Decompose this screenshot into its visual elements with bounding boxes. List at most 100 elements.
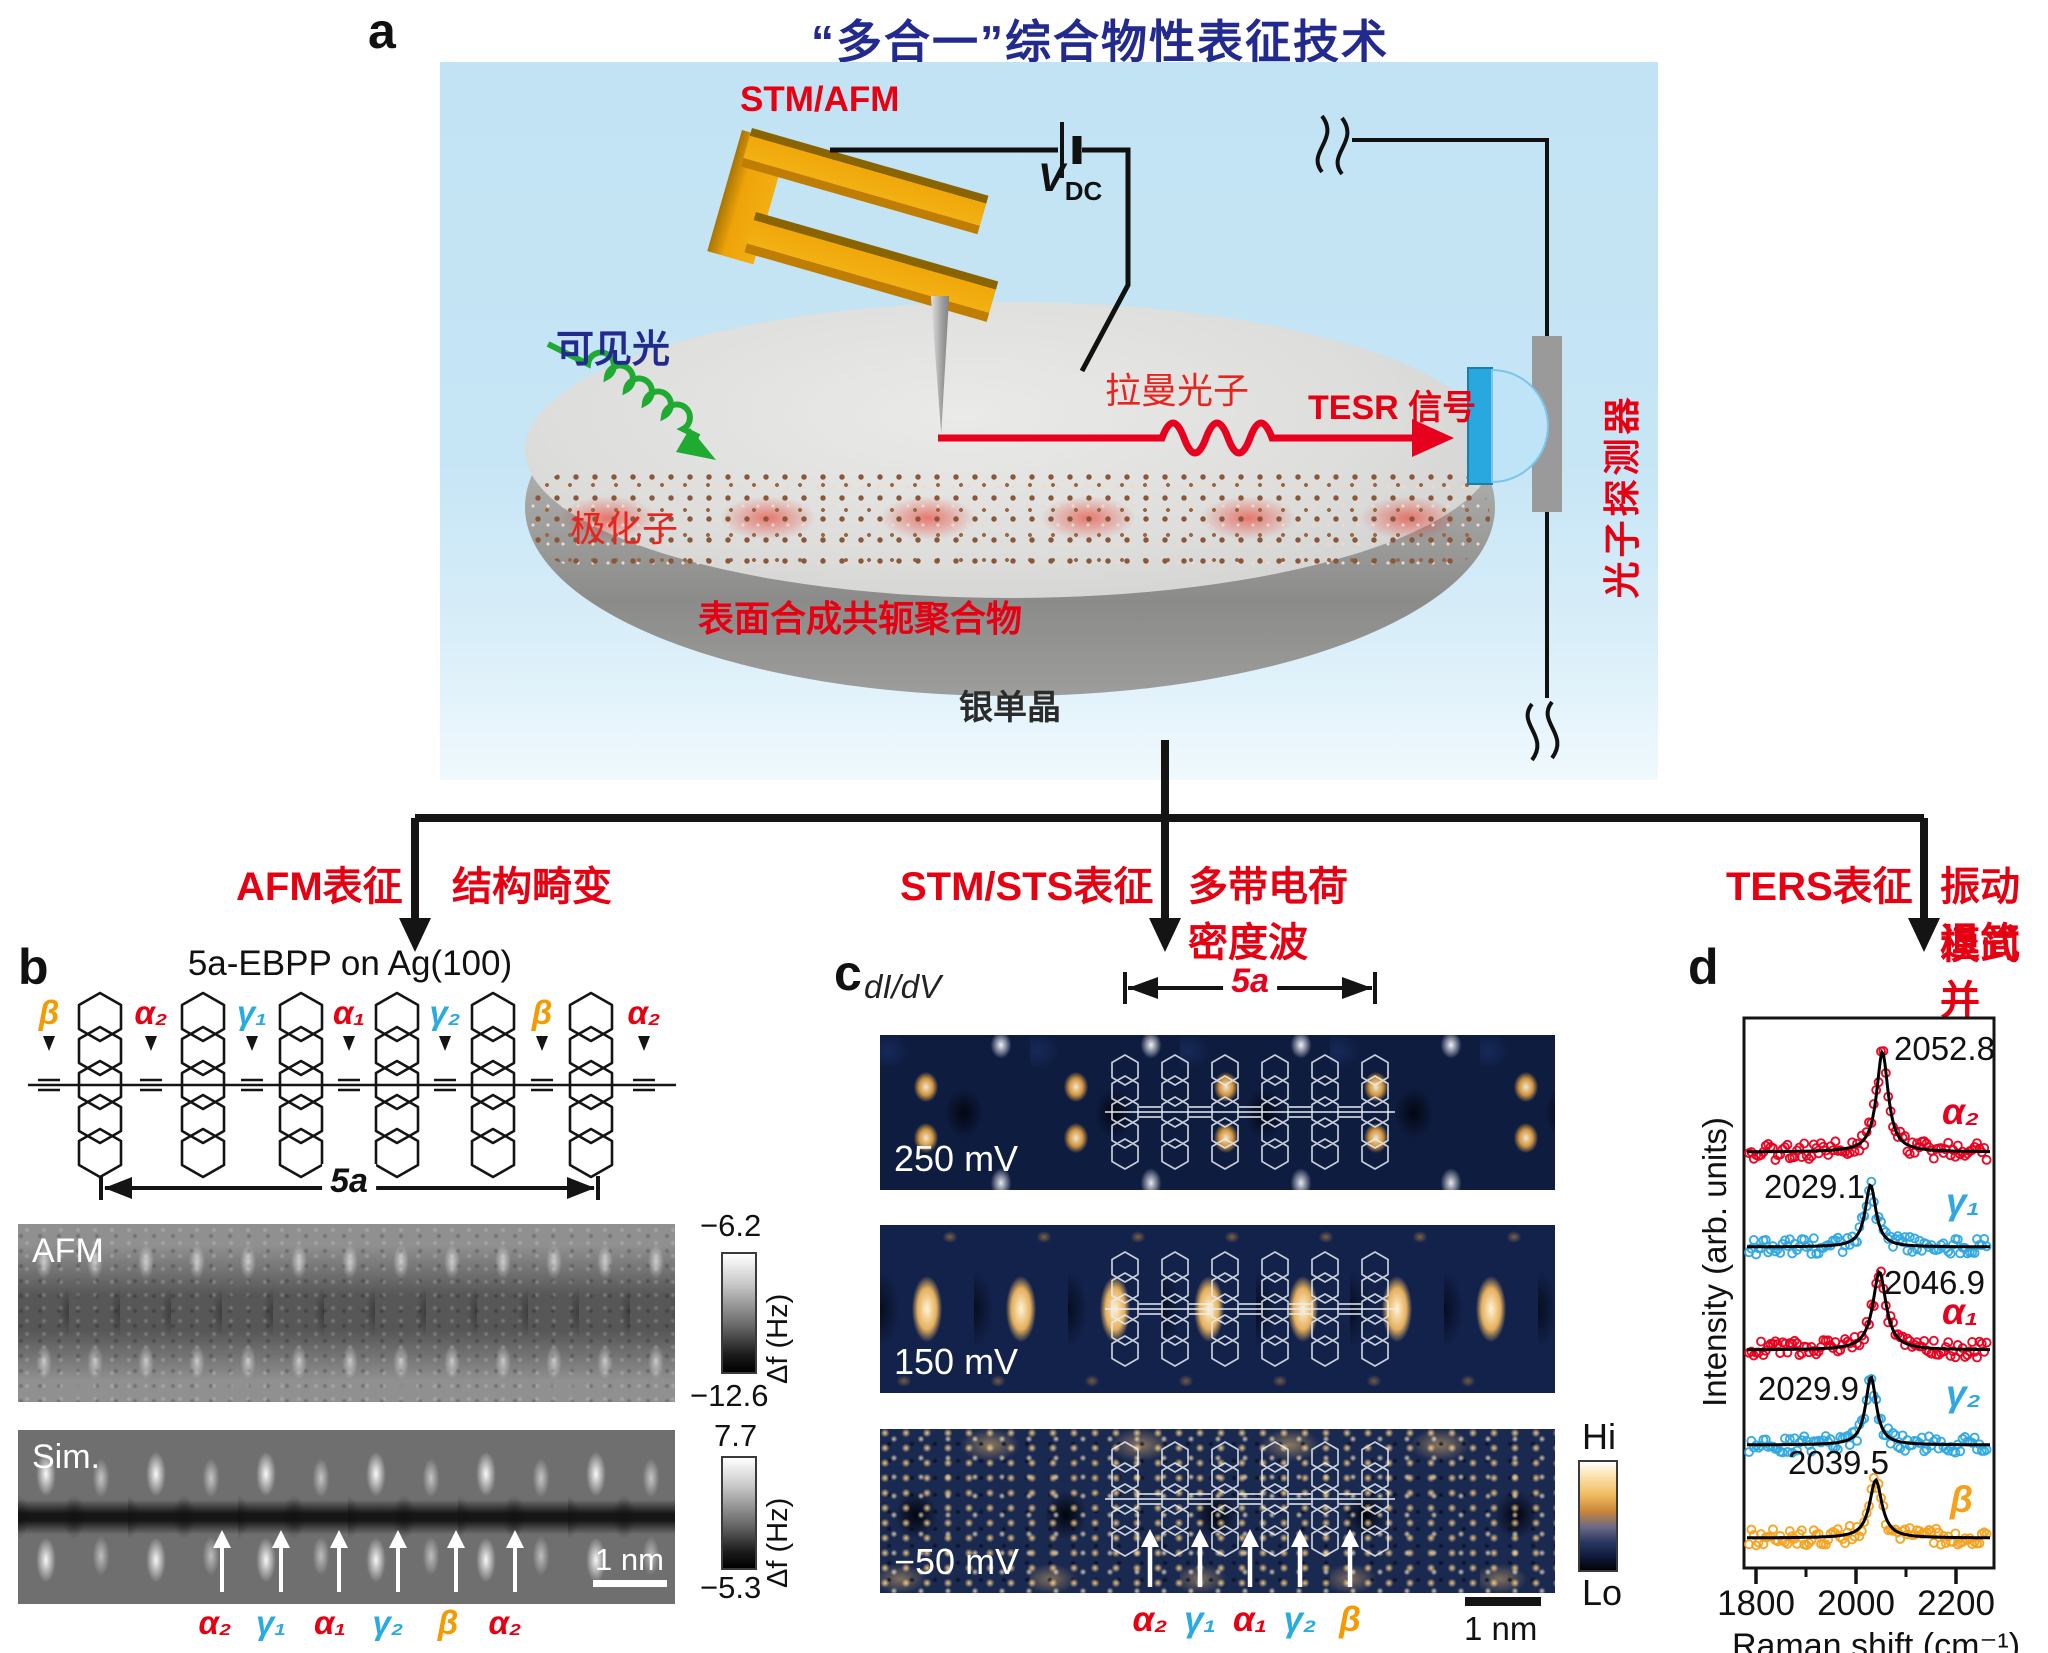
afm-colorbar [721, 1252, 757, 1374]
bond-site-arrow-icon [145, 1036, 157, 1051]
sim-site-label: α₁ [313, 1604, 347, 1641]
peak-value-label: 2039.5 [1788, 1444, 1889, 1481]
raman-xtick-1800: 1800 [1717, 1584, 1795, 1623]
sim-cbar-min: −5.3 [700, 1570, 762, 1605]
bond-site-label: α₂ [134, 994, 168, 1031]
bond-site-label: α₂ [627, 994, 661, 1031]
series-name-label: α₂ [1942, 1091, 1979, 1132]
panel-c-letter: c [834, 945, 862, 1001]
period-5a-label-b: 5a [322, 1164, 376, 1198]
sim-site-arrows [213, 1530, 524, 1592]
bond-site-arrow-icon [439, 1036, 451, 1051]
raman-xlabel: Raman shift (cm⁻¹) [1731, 1627, 2021, 1653]
peak-value-label: 2046.9 [1884, 1264, 1985, 1301]
afm-cbar-max: −6.2 [700, 1208, 762, 1243]
molecule-overlay-minus50mV [1105, 1441, 1395, 1557]
scalebar-c-label: 1 nm [1464, 1610, 1538, 1647]
figure-title: “多合一”综合物性表征技术 [811, 16, 1389, 68]
cbar-lo-label: Lo [1582, 1572, 1623, 1613]
panel-b-title: 5a-EBPP on Ag(100) [187, 944, 513, 983]
branch-afm-result: 结构畸变 [452, 865, 612, 909]
panel-b-letter: b [18, 939, 49, 995]
sim-site-label: α₂ [198, 1604, 232, 1641]
peak-value-label: 2029.1 [1764, 1168, 1865, 1205]
branch-arrows [399, 740, 1940, 952]
scalebar-c [1465, 1597, 1541, 1606]
sim-cbar-unit: Δf (Hz) [762, 1497, 794, 1588]
series-name-label: γ₁ [1946, 1181, 1980, 1222]
branch-ters-result-1: 振动模式 [1940, 865, 2020, 967]
afm-image-label: AFM [32, 1232, 104, 1270]
raman-xtick-2000: 2000 [1817, 1584, 1895, 1623]
bond-site-label: γ₂ [429, 994, 461, 1031]
substrate-label: 银单晶 [959, 689, 1061, 727]
series-name-label: β [1949, 1479, 1973, 1520]
raman-spectra-plot: 2052.8 α₂ 2029.1 γ₁ 2046.9α₁ 2029.9 γ₂ 2039.5 β [1742, 1016, 1996, 1584]
series-name-label: γ₂ [1946, 1373, 1981, 1414]
sim-site-label: γ₁ [256, 1604, 286, 1641]
polymer-label: 表面合成共轭聚合物 [697, 598, 1022, 639]
stm-site-label: β [1339, 1600, 1361, 1639]
bond-site-label: γ₁ [237, 994, 267, 1031]
branch-sts-result-1: 多带电荷 [1188, 865, 1348, 909]
series-name-label: α₁ [1942, 1291, 1978, 1332]
bias-label: VDC [1038, 156, 1102, 207]
sim-site-label: β [437, 1604, 459, 1641]
cbar-hi-label: Hi [1582, 1416, 1616, 1457]
bias-symbol: V [1038, 156, 1065, 200]
polymer-chemical-structure [28, 991, 676, 1179]
branch-afm-technique: AFM表征 [236, 865, 403, 909]
afm-simulated-image: Sim. 1 nm [18, 1430, 675, 1604]
sim-cbar-max: 7.7 [714, 1418, 758, 1453]
panel-d-letter: d [1688, 939, 1719, 995]
bond-site-label: β [38, 994, 60, 1031]
panel-a-wiring-and-arrows [546, 114, 1562, 762]
scalebar-b-label: 1 nm [595, 1542, 664, 1577]
sim-colorbar [721, 1456, 757, 1570]
raman-ylabel: Intensity (arb. units) [1696, 1117, 1733, 1407]
bias-subscript: DC [1064, 176, 1103, 206]
stm-map-250mV: 250 mV [880, 1035, 1555, 1190]
molecule-overlay-150mV [1105, 1251, 1395, 1367]
peak-value-label: 2052.8 [1894, 1030, 1995, 1067]
visible-light-label: 可见光 [556, 329, 671, 371]
bias-150mV-label: 150 mV [894, 1341, 1019, 1382]
panel-a-letter: a [368, 3, 396, 59]
scalebar-b [593, 1580, 667, 1587]
afm-experimental-image: AFM [18, 1224, 675, 1402]
bond-site-arrow-icon [638, 1036, 650, 1051]
stm-site-label: γ₂ [1283, 1600, 1317, 1639]
peak-value-label: 2029.9 [1758, 1370, 1859, 1407]
branch-sts-result-2: 密度波 [1188, 921, 1308, 965]
afm-cbar-unit: Δf (Hz) [762, 1293, 794, 1384]
polaron-label: 极化子 [570, 508, 679, 549]
stm-site-label: γ₁ [1184, 1600, 1216, 1639]
period-5a-label-c: 5a [1223, 964, 1277, 998]
bond-site-label: β [531, 994, 553, 1031]
stm-site-arrows [1141, 1529, 1359, 1587]
raman-photon-label: 拉曼光子 [1105, 370, 1250, 411]
branch-ters-result-2: 退简并 [1940, 921, 2020, 1023]
stm-map-minus50mV: −50 mV [880, 1429, 1555, 1593]
polymer-chain-with-polaron-glow [530, 470, 1490, 566]
bias-minus50mV-label: −50 mV [894, 1541, 1020, 1582]
stm-map-150mV: 150 mV [880, 1225, 1555, 1393]
bond-site-label: α₁ [332, 994, 366, 1031]
didv-label: dI/dV [864, 968, 942, 1005]
collection-lens-flat [1467, 367, 1493, 485]
collection-lens-dome [1491, 368, 1549, 484]
raman-photon-arrow [938, 419, 1418, 457]
sim-site-label: γ₂ [372, 1604, 404, 1641]
branch-sts-technique: STM/STS表征 [900, 865, 1154, 909]
stm-site-label: α₁ [1232, 1600, 1268, 1639]
bond-site-arrow-icon [536, 1036, 548, 1051]
stm-colorbar [1578, 1460, 1618, 1572]
molecule-overlay-250mV [1105, 1054, 1395, 1170]
branch-ters-technique: TERS表征 [1726, 865, 1913, 909]
probe-label: STM/AFM [740, 80, 900, 119]
afm-cbar-min: −12.6 [690, 1378, 769, 1413]
bond-site-arrow-icon [246, 1036, 258, 1051]
bond-site-arrow-icon [43, 1036, 55, 1051]
raman-xtick-2200: 2200 [1917, 1584, 1995, 1623]
